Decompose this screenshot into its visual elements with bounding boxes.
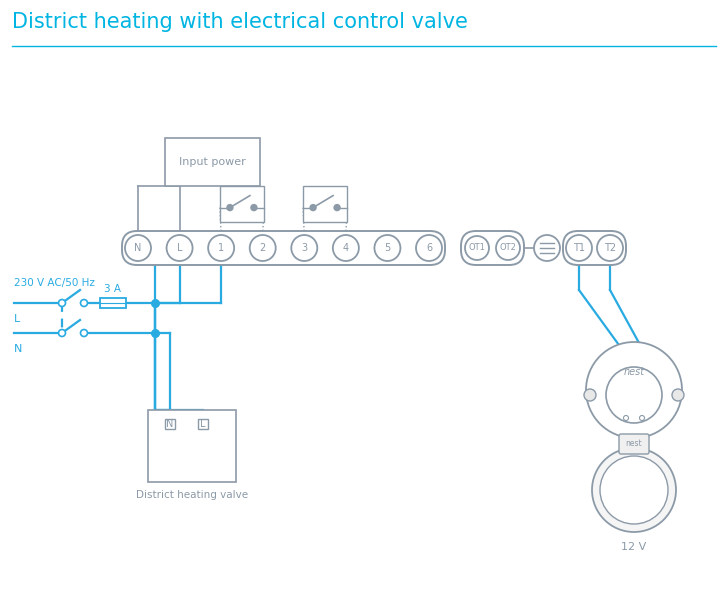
FancyBboxPatch shape xyxy=(100,298,126,308)
Text: OT1: OT1 xyxy=(469,244,486,252)
Text: 3: 3 xyxy=(301,243,307,253)
Circle shape xyxy=(465,236,489,260)
Text: nest: nest xyxy=(625,440,642,448)
Circle shape xyxy=(58,330,66,336)
Text: 230 V AC/50 Hz: 230 V AC/50 Hz xyxy=(14,278,95,288)
FancyBboxPatch shape xyxy=(165,138,260,186)
Circle shape xyxy=(333,235,359,261)
Circle shape xyxy=(639,415,644,421)
Circle shape xyxy=(566,235,592,261)
Circle shape xyxy=(167,235,193,261)
Circle shape xyxy=(534,235,560,261)
Circle shape xyxy=(227,204,233,211)
FancyBboxPatch shape xyxy=(303,186,347,222)
Circle shape xyxy=(374,235,400,261)
Circle shape xyxy=(672,389,684,401)
Circle shape xyxy=(81,330,87,336)
FancyBboxPatch shape xyxy=(122,231,445,265)
Text: 3 A: 3 A xyxy=(105,284,122,294)
Circle shape xyxy=(208,235,234,261)
FancyBboxPatch shape xyxy=(563,231,626,265)
Text: nest: nest xyxy=(623,367,644,377)
FancyBboxPatch shape xyxy=(198,419,208,429)
Circle shape xyxy=(250,235,276,261)
Circle shape xyxy=(606,367,662,423)
Text: OT2: OT2 xyxy=(499,244,516,252)
Circle shape xyxy=(310,204,316,211)
Text: L: L xyxy=(177,243,182,253)
Text: N: N xyxy=(14,344,23,354)
Circle shape xyxy=(600,456,668,524)
Circle shape xyxy=(58,299,66,307)
Text: 5: 5 xyxy=(384,243,390,253)
Circle shape xyxy=(251,204,257,211)
Text: Input power: Input power xyxy=(179,157,246,167)
Text: 12 V: 12 V xyxy=(622,542,646,552)
Circle shape xyxy=(584,389,596,401)
Circle shape xyxy=(291,235,317,261)
Circle shape xyxy=(496,236,520,260)
Text: N: N xyxy=(134,243,142,253)
Text: District heating valve: District heating valve xyxy=(136,490,248,500)
Circle shape xyxy=(81,299,87,307)
Circle shape xyxy=(597,235,623,261)
FancyBboxPatch shape xyxy=(461,231,524,265)
Text: T2: T2 xyxy=(604,243,616,253)
FancyBboxPatch shape xyxy=(148,410,236,482)
Text: 6: 6 xyxy=(426,243,432,253)
Text: 2: 2 xyxy=(260,243,266,253)
Text: N: N xyxy=(166,419,174,429)
Circle shape xyxy=(125,235,151,261)
Text: 1: 1 xyxy=(218,243,224,253)
Text: L: L xyxy=(200,419,206,429)
Circle shape xyxy=(623,415,628,421)
FancyBboxPatch shape xyxy=(220,186,264,222)
Text: District heating with electrical control valve: District heating with electrical control… xyxy=(12,12,468,32)
Circle shape xyxy=(592,448,676,532)
Circle shape xyxy=(586,342,682,438)
Circle shape xyxy=(334,204,340,211)
Circle shape xyxy=(416,235,442,261)
Text: L: L xyxy=(14,314,20,324)
Text: 4: 4 xyxy=(343,243,349,253)
Text: T1: T1 xyxy=(573,243,585,253)
FancyBboxPatch shape xyxy=(619,434,649,454)
FancyBboxPatch shape xyxy=(165,419,175,429)
